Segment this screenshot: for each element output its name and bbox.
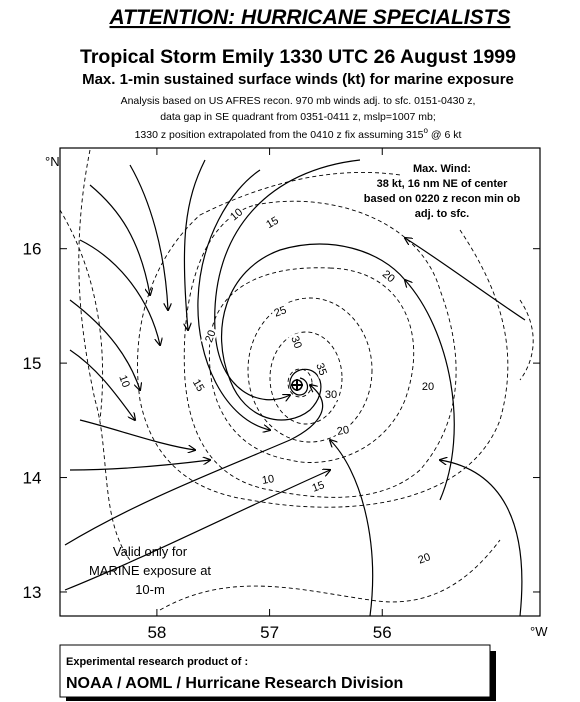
note: 1330 z position extrapolated from the 04… (135, 126, 462, 141)
streamline (69, 349, 135, 420)
isotach (78, 149, 501, 611)
label-gap (313, 359, 332, 379)
streamlines (64, 159, 526, 617)
map-frame (59, 147, 541, 617)
max-wind-line: adj. to sfc. (415, 208, 469, 220)
isotach-label: 30 (288, 335, 303, 351)
label-gap (261, 211, 282, 232)
streamline (440, 460, 523, 617)
x-tick-label: 58 (147, 623, 166, 642)
footer-line: NOAA / AOML / Hurricane Research Divisio… (66, 675, 403, 692)
max-wind-line: based on 0220 z recon min ob (364, 193, 521, 205)
label-gap (225, 203, 246, 224)
label-gap (379, 265, 400, 286)
max-wind-note: Max. Wind: 38 kt, 16 nm NE of center based… (364, 163, 521, 220)
y-tick-label: 15 (23, 354, 42, 373)
y-unit: °N (45, 154, 60, 169)
isotach (287, 368, 313, 398)
isotach (269, 331, 343, 425)
isotach-label: 15 (311, 479, 327, 494)
streamline (129, 164, 168, 310)
label-gap (270, 301, 290, 320)
streamline (69, 299, 140, 390)
streamline (405, 238, 526, 321)
isotach-label: 20 (336, 424, 350, 438)
y-tick-label: 14 (23, 469, 42, 488)
isotach-label: 15 (264, 215, 281, 232)
isotach-label: 15 (190, 377, 207, 394)
note-part: 1330 z position extrapolated from the 04… (135, 129, 424, 141)
note: Analysis based on US AFRES recon. 970 mb… (121, 95, 476, 107)
attention: ATTENTION: HURRICANE SPECIALISTS (109, 6, 511, 29)
x-tick-label: 57 (260, 623, 279, 642)
note-part: @ 6 kt (428, 129, 462, 141)
title: Tropical Storm Emily 1330 UTC 26 August … (80, 46, 516, 68)
label-gap (116, 371, 135, 391)
label-gap (258, 470, 277, 487)
isotach-label: 10 (116, 374, 131, 390)
isotach-label: 20 (417, 551, 433, 566)
valid-line: Valid only for (113, 544, 188, 559)
streamline (214, 159, 361, 400)
streamline (184, 159, 206, 330)
isotach (137, 171, 509, 508)
streamline (64, 470, 330, 591)
isotach-label: 10 (261, 473, 275, 487)
label-gap (414, 548, 434, 567)
label-gap (189, 374, 210, 395)
max-wind-line: Max. Wind: (413, 163, 471, 175)
subtitle: Max. 1-min sustained surface winds (kt) … (82, 71, 514, 88)
note: data gap in SE quadrant from 0351-0411 z… (160, 111, 436, 123)
note-sup: o (424, 126, 429, 135)
isotach-label: 35 (313, 362, 328, 378)
isotach-label: 30 (325, 389, 337, 401)
ticks: 16 15 14 13 58 57 56 (23, 148, 540, 642)
label-gap (288, 332, 307, 352)
isotach (208, 267, 415, 463)
isotach-label: 20 (203, 329, 218, 345)
streamline (330, 440, 374, 617)
y-tick-label: 13 (23, 583, 42, 602)
isotach (59, 209, 534, 421)
streamline (79, 419, 195, 450)
streamline (79, 239, 160, 345)
label-gap (323, 387, 339, 400)
footer-line: Experimental research product of : (66, 656, 248, 668)
label-gap (420, 379, 436, 392)
storm-center (291, 379, 303, 391)
valid-line: 10-m (135, 582, 165, 597)
streamline (69, 460, 210, 471)
streamline (220, 243, 406, 421)
isotach (183, 200, 457, 498)
valid-line: MARINE exposure at (89, 563, 211, 578)
isotach-label: 25 (273, 304, 289, 319)
streamline (197, 169, 270, 430)
label-gap (333, 421, 352, 438)
label-gap (308, 476, 328, 495)
streamline (289, 369, 309, 396)
y-tick-label: 16 (23, 240, 42, 259)
max-wind-line: 38 kt, 16 nm NE of center (377, 178, 509, 190)
storm-center (291, 379, 303, 391)
x-unit: °W (530, 624, 548, 639)
valid-note: Valid only for MARINE exposure at 10-m (89, 544, 211, 597)
x-tick-label: 56 (373, 623, 392, 642)
footer-box (59, 644, 491, 698)
label-gap (200, 326, 219, 346)
isotachs (59, 149, 534, 611)
streamline (89, 184, 150, 295)
streamline (64, 385, 323, 546)
streamline (405, 280, 455, 501)
isotach (247, 297, 373, 443)
isotach-label: 20 (422, 381, 434, 393)
